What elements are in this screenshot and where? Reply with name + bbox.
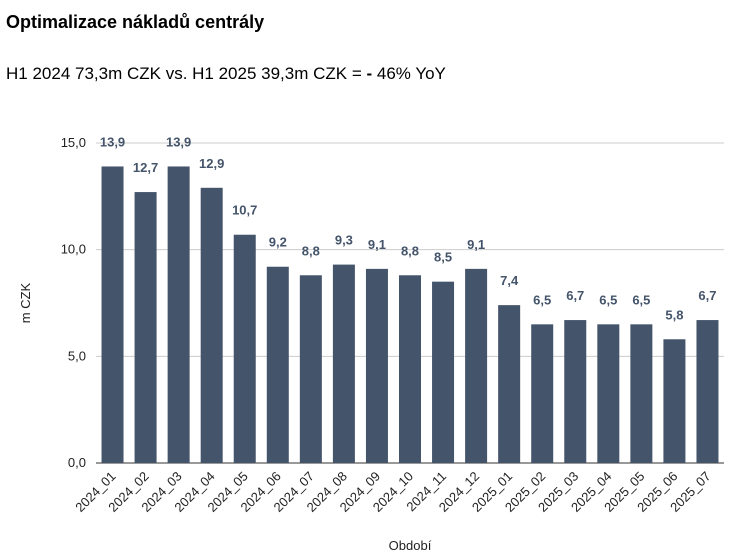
- bar: [365, 268, 388, 463]
- bar: [266, 266, 289, 463]
- y-tick-label: 15,0: [61, 135, 86, 150]
- bar: [200, 187, 223, 464]
- bar: [630, 324, 653, 463]
- bar: [465, 268, 488, 463]
- subtitle-prefix: H1 2024 73,3m CZK vs. H1 2025 39,3m CZK …: [6, 64, 367, 83]
- data-label: 10,7: [232, 203, 257, 218]
- data-label: 9,2: [269, 235, 287, 250]
- data-label: 8,8: [302, 243, 320, 258]
- bar: [498, 305, 521, 463]
- subtitle-dash: -: [366, 64, 373, 83]
- data-label: 12,9: [199, 156, 224, 171]
- bar: [663, 339, 686, 463]
- chart-title: Optimalizace nákladů centrály: [6, 12, 265, 32]
- subtitle-suffix: 46% YoY: [372, 64, 446, 83]
- data-label: 12,7: [133, 160, 158, 175]
- data-label: 9,1: [467, 237, 485, 252]
- y-tick-label: 5,0: [68, 348, 86, 363]
- y-axis-title: m CZK: [18, 282, 33, 323]
- bar: [332, 264, 355, 463]
- bar: [233, 234, 256, 463]
- data-label: 6,7: [698, 288, 716, 303]
- data-label: 9,3: [335, 233, 353, 248]
- data-label: 6,5: [632, 292, 650, 307]
- data-label: 6,7: [566, 288, 584, 303]
- y-tick-label: 10,0: [61, 242, 86, 257]
- bar: [299, 275, 322, 463]
- bar: [134, 192, 157, 464]
- data-label: 13,9: [100, 134, 125, 149]
- chart-subtitle: H1 2024 73,3m CZK vs. H1 2025 39,3m CZK …: [6, 64, 446, 84]
- bar: [564, 320, 587, 463]
- data-label: 8,8: [401, 243, 419, 258]
- data-label: 6,5: [533, 292, 551, 307]
- data-label: 9,1: [368, 237, 386, 252]
- y-tick-label: 0,0: [68, 455, 86, 470]
- bar: [167, 166, 190, 463]
- data-label: 6,5: [599, 292, 617, 307]
- data-label: 8,5: [434, 250, 452, 265]
- bar: [597, 324, 620, 463]
- bar: [101, 166, 124, 463]
- bar: [696, 320, 719, 463]
- x-axis-title: Období: [389, 538, 432, 553]
- bar: [399, 275, 421, 463]
- data-label: 5,8: [665, 307, 683, 322]
- bar: [432, 281, 455, 463]
- data-label: 13,9: [166, 134, 191, 149]
- data-label: 7,4: [500, 273, 519, 288]
- bar: [531, 324, 554, 463]
